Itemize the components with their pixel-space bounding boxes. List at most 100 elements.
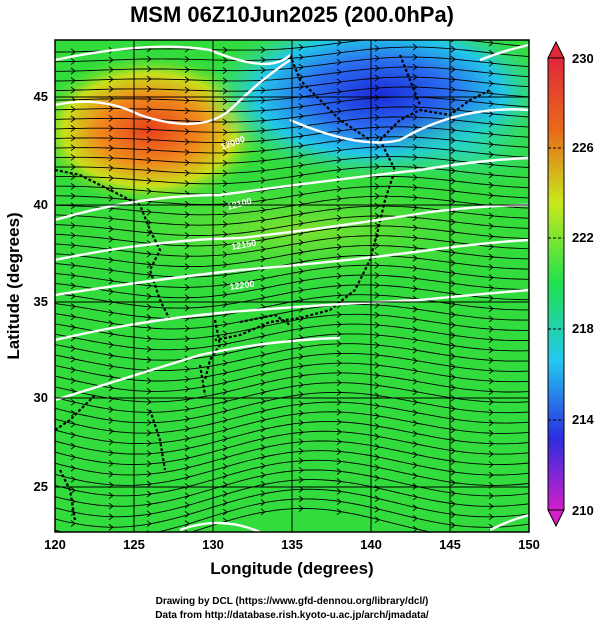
streamline-arrow [108,438,114,446]
streamline-arrow [488,171,494,179]
x-tick-label: 125 [123,537,145,552]
streamline-arrow [108,225,114,233]
streamline-arrow [450,353,456,360]
streamline-arrow [260,206,266,214]
streamline-arrow [336,350,342,357]
streamline-arrow [222,67,228,74]
streamline-arrow [184,304,190,312]
streamline-arrow [336,508,342,516]
streamline-arrow [184,345,190,353]
streamline-arrow [260,86,266,94]
streamline-arrow [108,76,114,83]
colorbar-tick-label: 214 [572,412,594,427]
streamline-arrow [488,492,494,500]
streamline-arrow [450,490,456,497]
streamline-arrow [146,324,152,332]
streamline-arrow [336,166,342,173]
streamline-arrow [450,239,456,246]
streamline-arrow [298,400,304,408]
streamline-arrow [222,230,228,238]
streamline-arrow [450,126,456,134]
streamline-arrow [488,222,494,230]
streamline-arrow [108,85,114,93]
streamline-arrow [222,200,228,208]
streamline-arrow [450,500,456,508]
streamline-arrow [374,321,380,329]
streamline-arrow [412,472,418,480]
streamline-arrow [146,282,152,290]
streamline-arrow [450,40,455,43]
streamline-arrow [260,453,266,461]
streamline-arrow [222,416,228,424]
y-axis: 45 40 35 30 25 Latitude (degrees) [4,89,48,494]
streamline-arrow [298,505,304,512]
streamline-arrow [450,280,456,288]
streamline-arrow [374,104,380,111]
streamline-arrow [450,106,456,114]
streamline-arrow [184,66,190,73]
streamline-arrow [412,143,418,151]
y-axis-title: Latitude (degrees) [4,212,23,359]
streamline-arrow [412,174,418,181]
streamline-arrow [260,388,266,396]
streamline-arrow [260,416,266,424]
streamline-arrow [222,426,228,433]
streamline-arrow [374,212,380,220]
streamline-arrow [222,241,228,248]
streamline-arrow [70,144,76,152]
streamline-arrow [222,444,228,452]
streamline-arrow [70,292,76,300]
plot-area: 12000 12100 12150 12200 [55,40,529,532]
colorbar: 230 226 222 218 214 210 [547,40,594,528]
streamline-arrow [298,381,304,389]
streamline-arrow [336,359,342,367]
streamline-arrow [298,142,304,150]
streamline-arrow [488,243,494,251]
streamline-arrow [146,490,152,498]
streamline-arrow [336,98,342,105]
streamline-arrow [108,427,114,435]
streamline-arrow [70,420,76,428]
streamline-arrow [374,382,380,389]
streamline-arrow [336,438,342,446]
streamline-arrow [108,470,114,478]
streamline-arrow [374,143,380,151]
streamline-arrow [184,128,190,135]
streamline-arrow [184,180,190,187]
streamline-arrow [488,212,494,220]
streamline-arrow [260,216,266,224]
streamline-arrow [450,259,456,267]
streamline-arrow [412,133,418,141]
streamline-arrow [488,398,494,406]
streamline-arrow [184,148,190,156]
streamline-arrow [450,218,456,226]
streamline-arrow [336,40,342,47]
streamline-arrow [108,184,114,192]
streamline-arrow [450,249,456,257]
streamline-arrow [222,180,228,187]
streamline-arrow [146,480,152,488]
streamline-arrow [374,94,380,102]
streamline-arrow [336,214,342,222]
streamline-arrow [374,271,380,279]
streamline-arrow [298,353,304,360]
streamline-arrow [488,284,494,292]
coastlines [55,54,491,521]
streamline-arrow [336,398,342,406]
streamline-arrow [222,359,228,367]
streamline-arrow [450,137,456,144]
streamline-arrow [146,292,152,300]
streamline-arrow [336,320,342,328]
streamline-arrow [222,320,228,328]
streamline-arrow [222,118,228,126]
streamline-arrow [450,384,456,392]
streamline-arrow [222,369,228,376]
streamline-arrow [336,156,342,164]
streamline-arrow [146,356,152,364]
streamline-arrow [260,480,266,488]
streamline-arrow [146,167,152,174]
colorbar-scale [547,57,565,511]
streamline-arrow [374,45,380,52]
streamline-arrow [184,200,190,208]
